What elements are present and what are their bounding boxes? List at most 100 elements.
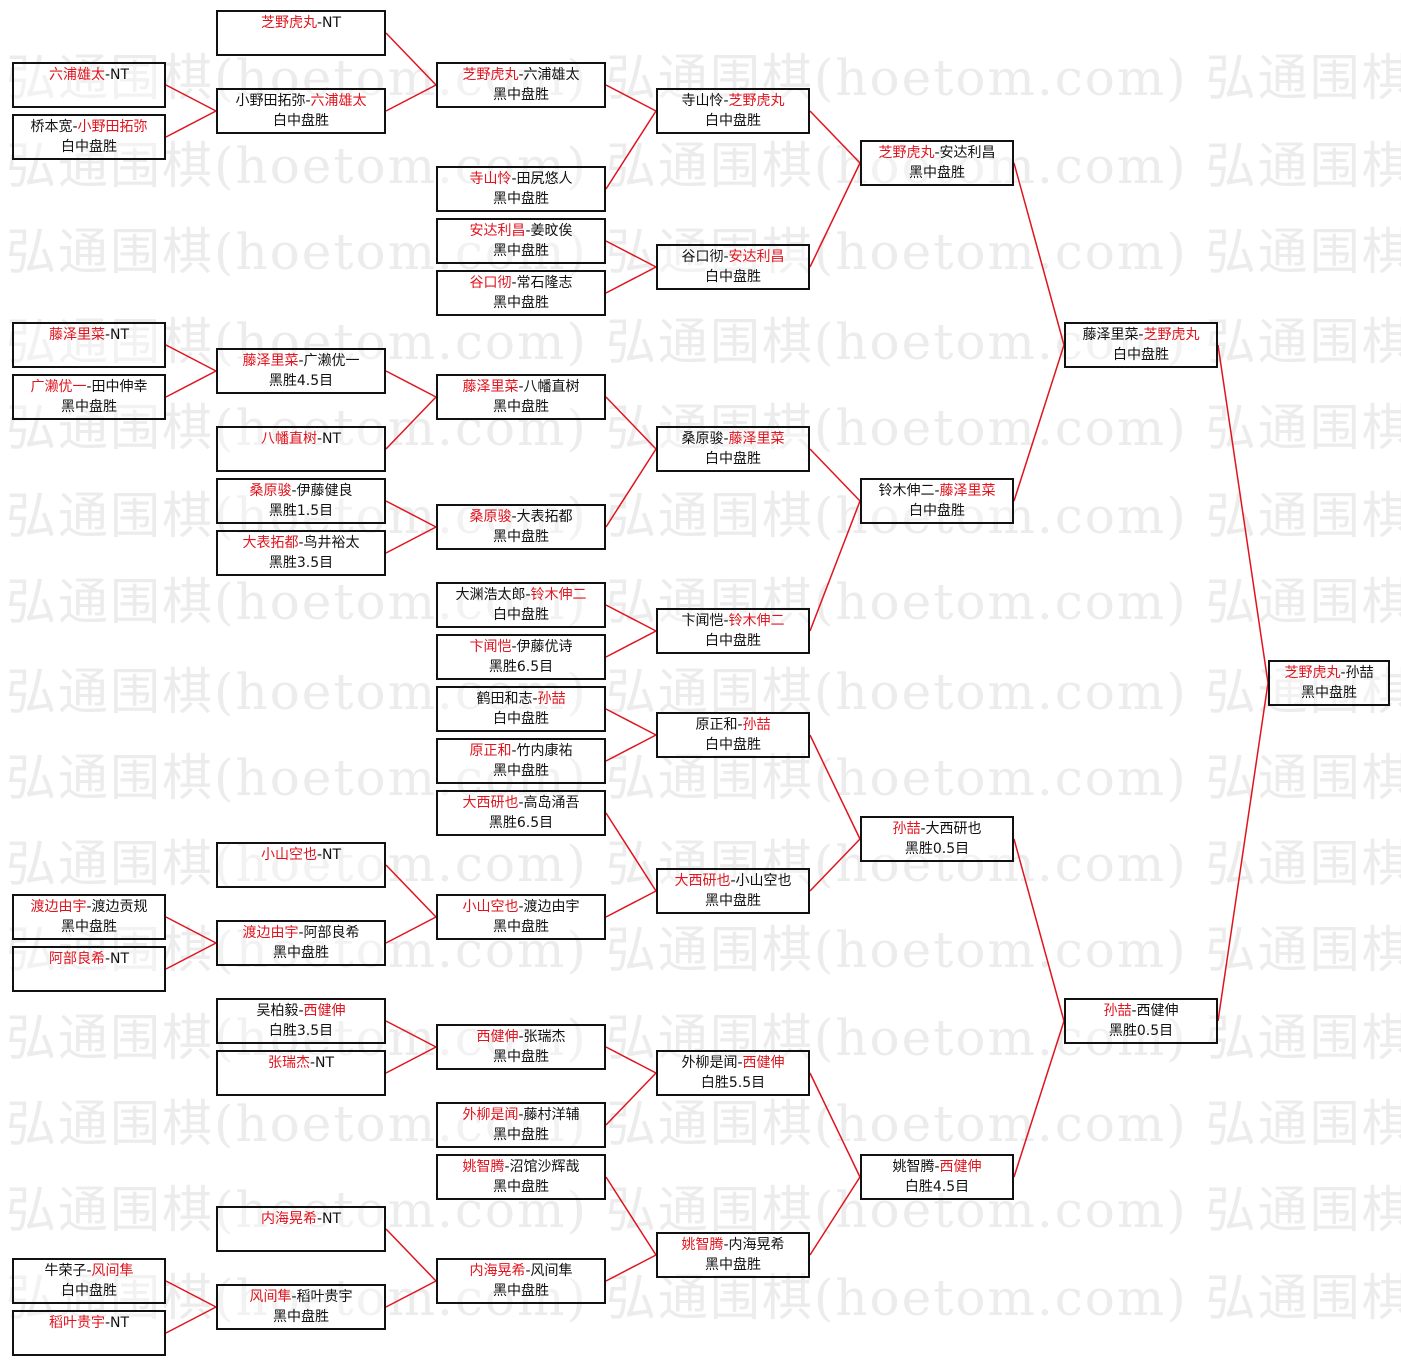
connector-line <box>605 396 657 450</box>
separator: - <box>1340 665 1346 681</box>
connector-line <box>809 838 861 892</box>
match-players: 藤泽里菜-NT <box>14 325 164 345</box>
player-2: 安达利昌 <box>939 145 996 161</box>
connector-line <box>385 500 437 528</box>
separator: - <box>291 483 297 499</box>
player-2: NT <box>322 847 342 863</box>
match-players: 大西研也-小山空也 <box>658 871 808 891</box>
match-box: 寺山怜-芝野虎丸 白中盘胜 <box>656 88 810 134</box>
player-1: 藤泽里菜 <box>242 353 299 369</box>
match-box: 藤泽里菜-八幡直树 黑中盘胜 <box>436 374 606 420</box>
connector-line <box>605 734 657 762</box>
match-box: 外柳是闻-西健伸 白胜5.5目 <box>656 1050 810 1096</box>
match-players: 桑原骏-藤泽里菜 <box>658 429 808 449</box>
separator: - <box>737 1055 743 1071</box>
player-1: 张瑞杰 <box>267 1055 310 1071</box>
connector-line <box>605 708 657 736</box>
match-result: 白中盘胜 <box>493 607 549 623</box>
separator: - <box>920 821 926 837</box>
match-players: 芝野虎丸-六浦雄太 <box>438 65 604 85</box>
player-1: 桑原骏 <box>469 509 512 525</box>
connector-line <box>385 1280 437 1308</box>
match-box: 桑原骏-大表拓都 黑中盘胜 <box>436 504 606 550</box>
match-result: 白胜4.5目 <box>904 1179 970 1195</box>
separator: - <box>305 93 311 109</box>
match-players: 大西研也-高岛涌吾 <box>438 793 604 813</box>
connector-line <box>809 500 861 632</box>
connector-line <box>605 110 657 190</box>
match-players: 芝野虎丸-NT <box>218 13 384 33</box>
match-players: 渡边由宇-阿部良希 <box>218 923 384 943</box>
player-1: 外柳是闻 <box>681 1055 738 1071</box>
connector-line <box>165 84 217 112</box>
player-1: 大西研也 <box>674 873 731 889</box>
player-2: 内海晃希 <box>728 1237 785 1253</box>
player-2: 常石隆志 <box>516 275 573 291</box>
connector-line <box>385 84 437 112</box>
player-2: 安达利昌 <box>728 249 785 265</box>
match-box: 谷口彻-安达利昌 白中盘胜 <box>656 244 810 290</box>
separator: - <box>316 1211 323 1227</box>
match-box: 铃木伸二-藤泽里菜 白中盘胜 <box>860 478 1014 524</box>
player-1: 西健伸 <box>476 1029 519 1045</box>
connector-line <box>385 396 437 450</box>
connector-line <box>1013 344 1065 502</box>
player-1: 桑原骏 <box>249 483 292 499</box>
player-1: 姚智腾 <box>892 1159 935 1175</box>
separator: - <box>86 899 92 915</box>
match-box: 藤泽里菜-NT <box>12 322 166 368</box>
match-box: 大渊浩太郎-铃木伸二 白中盘胜 <box>436 582 606 628</box>
match-players: 渡边由宇-渡边贡规 <box>14 897 164 917</box>
match-players: 张瑞杰-NT <box>218 1053 384 1073</box>
connector-line <box>605 812 657 892</box>
separator: - <box>104 327 111 343</box>
player-2: 六浦雄太 <box>523 67 580 83</box>
separator: - <box>298 925 304 941</box>
match-result: 黑胜0.5目 <box>1108 1023 1174 1039</box>
match-result: 白中盘胜 <box>705 633 761 649</box>
match-players: 小山空也-渡边由宇 <box>438 897 604 917</box>
match-players: 西健伸-张瑞杰 <box>438 1027 604 1047</box>
player-2: 六浦雄太 <box>310 93 367 109</box>
player-2: 西健伸 <box>303 1003 346 1019</box>
match-box: 八幡直树-NT <box>216 426 386 472</box>
player-1: 藤泽里菜 <box>1082 327 1139 343</box>
match-players: 六浦雄太-NT <box>14 65 164 85</box>
match-box: 孙喆-大西研也 黑胜0.5目 <box>860 816 1014 862</box>
separator: - <box>525 223 531 239</box>
match-result: 黑胜0.5目 <box>904 841 970 857</box>
separator: - <box>104 951 111 967</box>
separator: - <box>518 1029 524 1045</box>
connector-line <box>809 734 861 840</box>
player-1: 谷口彻 <box>681 249 724 265</box>
match-players: 稻叶贵宇-NT <box>14 1313 164 1333</box>
player-2: NT <box>315 1055 335 1071</box>
match-players: 谷口彻-常石隆志 <box>438 273 604 293</box>
match-players: 风间隼-稻叶贵宇 <box>218 1287 384 1307</box>
player-2: 小野田拓弥 <box>77 119 148 135</box>
separator: - <box>104 67 111 83</box>
player-2: 大西研也 <box>925 821 982 837</box>
match-box: 桑原骏-伊藤健良 黑胜1.5目 <box>216 478 386 524</box>
match-players: 寺山怜-田尻悠人 <box>438 169 604 189</box>
match-players: 姚智腾-西健伸 <box>862 1157 1012 1177</box>
connector-line <box>165 942 217 970</box>
match-box: 谷口彻-常石隆志 黑中盘胜 <box>436 270 606 316</box>
separator: - <box>525 587 531 603</box>
match-box: 安达利昌-姜旼俟 黑中盘胜 <box>436 218 606 264</box>
player-2: 渡边由宇 <box>523 899 580 915</box>
player-1: 桥本宽 <box>30 119 73 135</box>
match-box: 小山空也-NT <box>216 842 386 888</box>
match-result: 黑中盘胜 <box>273 945 329 961</box>
player-1: 内海晃希 <box>260 1211 317 1227</box>
match-players: 内海晃希-NT <box>218 1209 384 1229</box>
match-box: 渡边由宇-渡边贡规 黑中盘胜 <box>12 894 166 940</box>
player-2: 孙喆 <box>1345 665 1374 681</box>
connector-line <box>165 110 217 138</box>
separator: - <box>104 1315 111 1331</box>
separator: - <box>934 483 940 499</box>
match-players: 小野田拓弥-六浦雄太 <box>218 91 384 111</box>
match-result: 白中盘胜 <box>273 113 329 129</box>
connector-line <box>385 916 437 944</box>
